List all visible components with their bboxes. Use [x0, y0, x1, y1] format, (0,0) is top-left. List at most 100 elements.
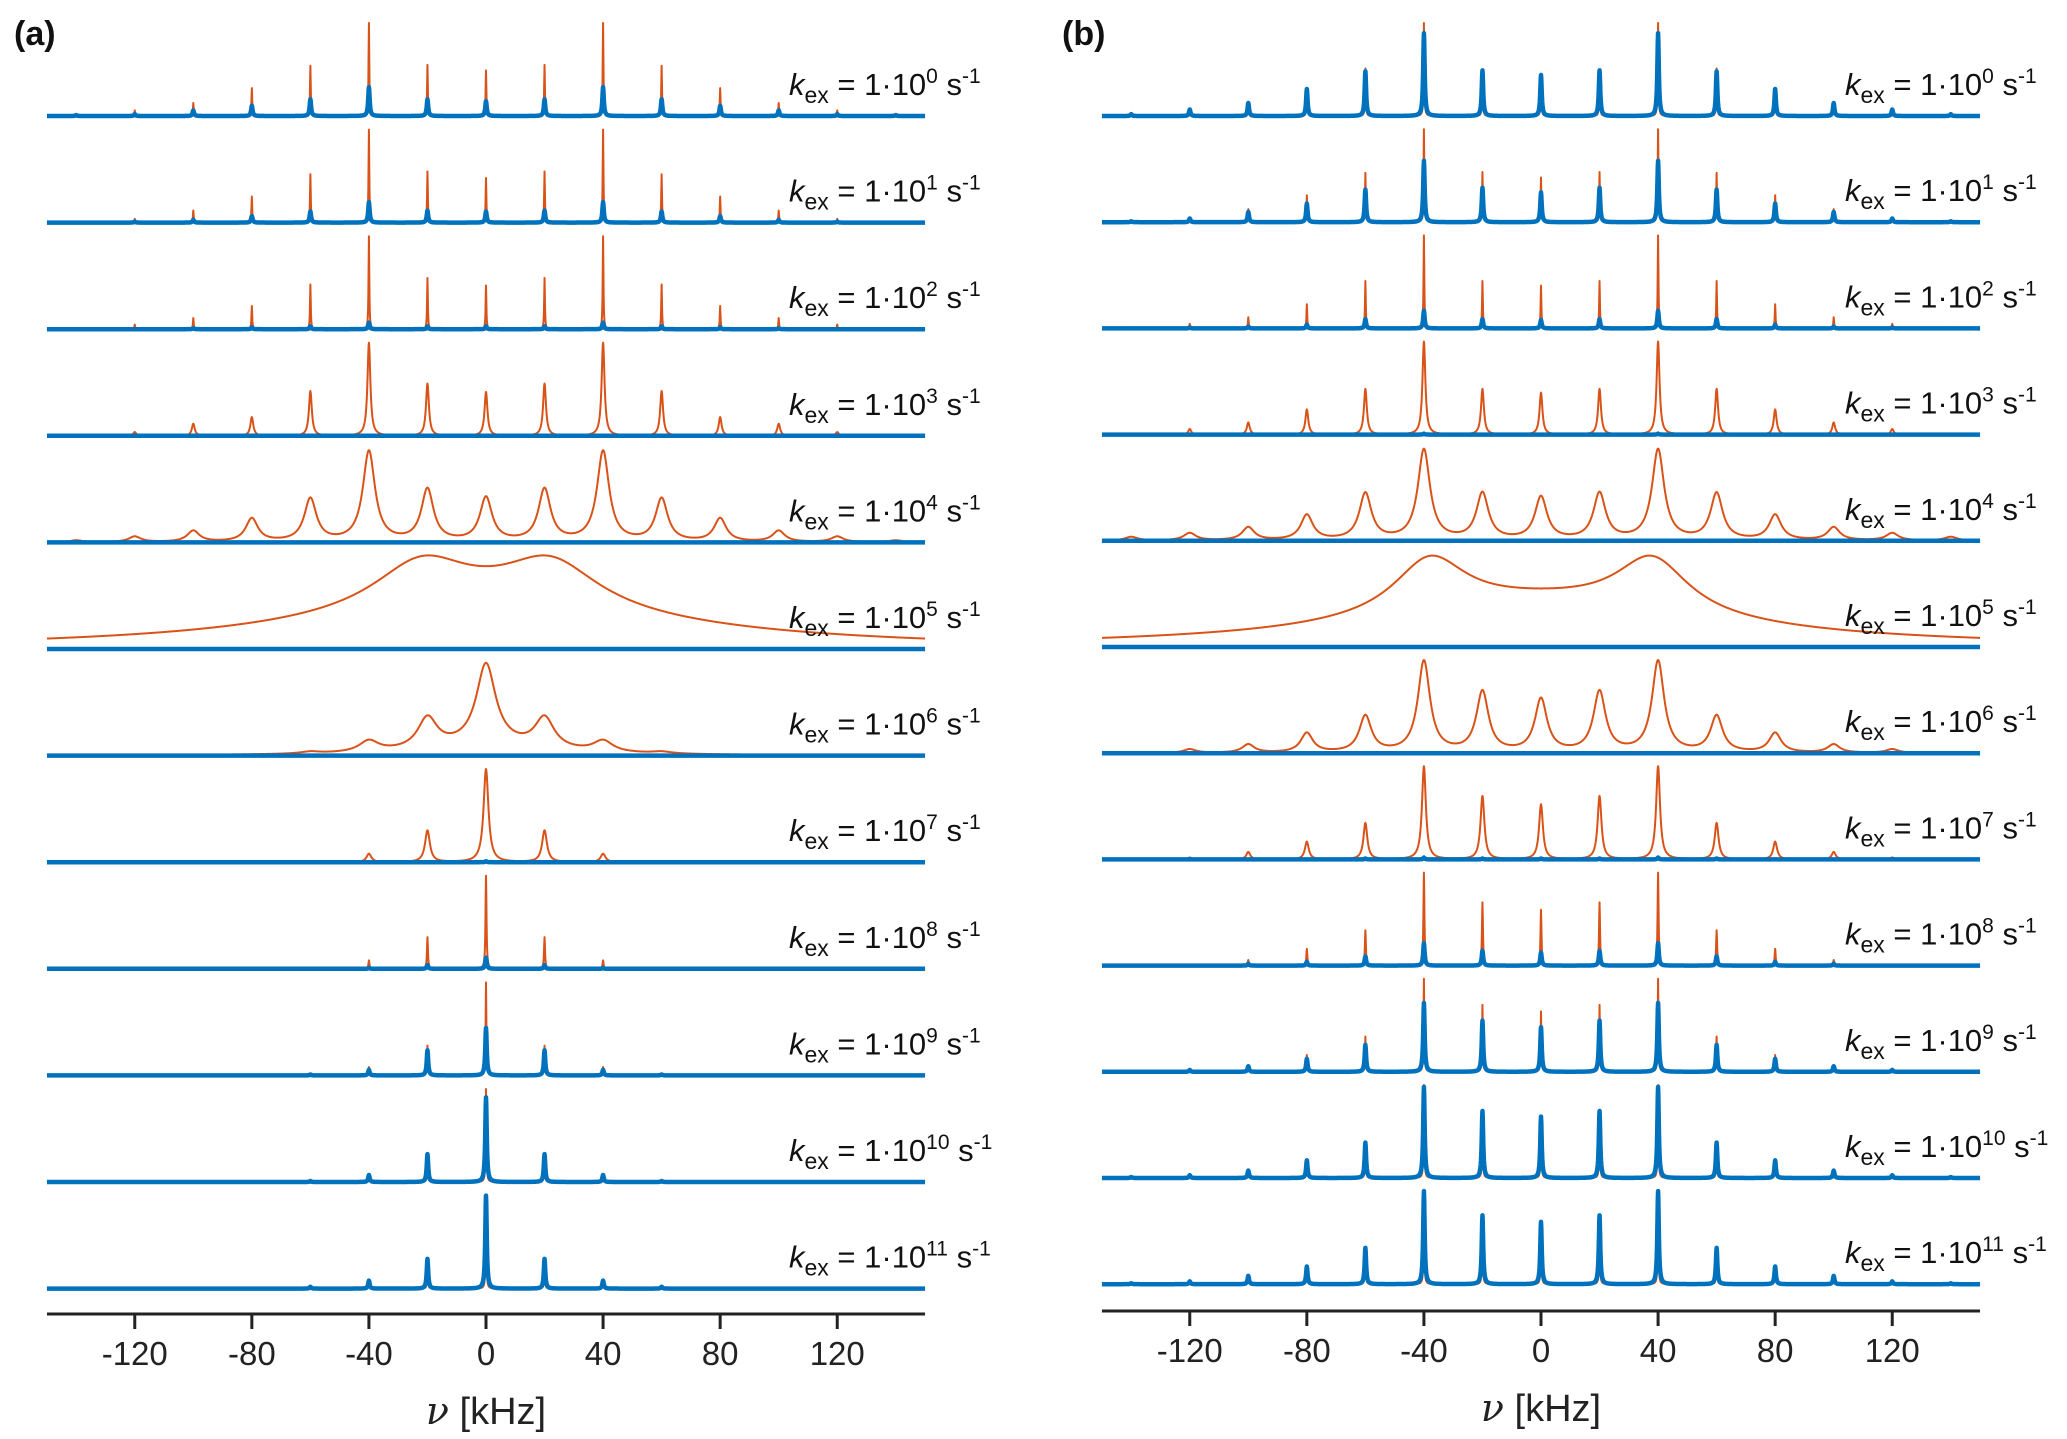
kex-mantissa: = 1·10: [1885, 492, 1982, 527]
kex-label: kex = 1·1010 s-1: [1845, 1127, 2048, 1170]
kex-label: kex = 1·1011 s-1: [789, 1238, 991, 1281]
kex-mantissa: = 1·10: [829, 67, 926, 102]
kex-label: kex = 1·102 s-1: [1845, 277, 2037, 320]
kex-unit: s: [2004, 1235, 2028, 1270]
kex-exponent: 3: [1982, 384, 1994, 407]
kex-unit: s: [1994, 492, 2018, 527]
kex-symbol: k: [1845, 704, 1862, 739]
kex-unit-exponent: -1: [2018, 915, 2037, 938]
x-tick-label: -80: [228, 1335, 276, 1372]
spectrum-trace: kex = 1·100 s-1: [44, 21, 981, 119]
kex-exponent: 0: [926, 65, 938, 88]
blue-spectrum-line: [1099, 855, 1983, 862]
kex-symbol: k: [789, 67, 806, 102]
blue-spectrum-line: [1099, 30, 1983, 119]
kex-exponent: 2: [926, 278, 938, 301]
spectrum-trace: kex = 1·1011 s-1: [44, 1193, 991, 1291]
kex-label: kex = 1·107 s-1: [789, 811, 981, 854]
spectrum-trace: kex = 1·1010 s-1: [44, 1088, 992, 1185]
spectrum-trace: kex = 1·107 s-1: [44, 768, 981, 865]
spectrum-trace: kex = 1·105 s-1: [1099, 554, 2037, 650]
kex-label: kex = 1·108 s-1: [1845, 915, 2037, 958]
x-tick-label: 80: [1757, 1332, 1794, 1369]
kex-unit-exponent: -1: [2018, 702, 2037, 725]
blue-spectrum-line: [1099, 431, 1983, 437]
kex-subscript: ex: [805, 295, 830, 321]
kex-symbol: k: [789, 174, 806, 209]
spectrum-trace: kex = 1·102 s-1: [1099, 234, 2037, 331]
kex-unit-exponent: -1: [962, 1024, 981, 1047]
kex-symbol: k: [1845, 279, 1862, 314]
kex-label: kex = 1·106 s-1: [789, 705, 981, 748]
spectrum-trace: kex = 1·1010 s-1: [1099, 1083, 2048, 1181]
x-tick-label: 120: [1865, 1332, 1920, 1369]
kex-symbol: k: [1845, 1235, 1862, 1270]
kex-subscript: ex: [1861, 932, 1886, 958]
spectrum-trace: kex = 1·106 s-1: [44, 661, 981, 758]
kex-exponent: 11: [926, 1238, 948, 1261]
orange-spectrum-line: [1101, 340, 1981, 436]
kex-subscript: ex: [1861, 188, 1886, 214]
kex-unit: s: [1994, 1023, 2018, 1058]
kex-label: kex = 1·108 s-1: [789, 918, 981, 961]
kex-unit-exponent: -1: [2018, 596, 2037, 619]
kex-symbol: k: [789, 280, 806, 315]
spectrum-trace: kex = 1·101 s-1: [44, 128, 981, 225]
kex-exponent: 2: [1982, 277, 1994, 300]
kex-symbol: k: [1845, 917, 1862, 952]
spectrum-trace: kex = 1·104 s-1: [44, 449, 981, 545]
kex-unit-exponent: -1: [962, 918, 981, 941]
kex-exponent: 10: [926, 1131, 949, 1154]
kex-subscript: ex: [805, 615, 830, 641]
orange-spectrum-line: [46, 449, 926, 544]
x-axis-unit: [kHz]: [1504, 1388, 1601, 1430]
blue-spectrum-line: [44, 199, 928, 225]
kex-unit: s: [938, 67, 962, 102]
x-axis-unit: [kHz]: [449, 1391, 546, 1433]
kex-subscript: ex: [1861, 401, 1886, 427]
kex-symbol: k: [789, 600, 806, 635]
kex-exponent: 1: [926, 172, 938, 195]
spectrum-trace: kex = 1·108 s-1: [1099, 871, 2037, 968]
kex-unit: s: [938, 707, 962, 742]
kex-exponent: 3: [926, 385, 938, 408]
orange-spectrum-line: [1101, 765, 1981, 861]
kex-unit-exponent: -1: [972, 1238, 991, 1261]
blue-spectrum-line: [44, 1095, 928, 1185]
kex-unit-exponent: -1: [962, 598, 981, 621]
spectrum-trace: kex = 1·103 s-1: [44, 341, 981, 439]
kex-label: kex = 1·104 s-1: [1845, 490, 2037, 533]
x-tick-label: 0: [477, 1335, 495, 1372]
kex-exponent: 6: [926, 705, 938, 728]
kex-symbol: k: [1845, 173, 1862, 208]
kex-symbol: k: [1845, 386, 1862, 421]
blue-spectrum-line: [1099, 308, 1983, 331]
kex-mantissa: = 1·10: [829, 707, 926, 742]
kex-unit-exponent: -1: [2018, 384, 2037, 407]
panel-label: (b): [1062, 15, 1105, 53]
spectrum-trace: kex = 1·109 s-1: [44, 981, 981, 1078]
kex-subscript: ex: [1861, 507, 1886, 533]
spectrum-trace: kex = 1·100 s-1: [1099, 21, 2037, 119]
kex-mantissa: = 1·10: [1885, 704, 1982, 739]
kex-unit: s: [938, 387, 962, 422]
kex-unit-exponent: -1: [962, 385, 981, 408]
kex-unit: s: [938, 493, 962, 528]
kex-unit: s: [950, 1133, 974, 1168]
kex-mantissa: = 1·10: [1885, 279, 1982, 314]
kex-unit-exponent: -1: [2028, 1233, 2047, 1256]
kex-unit-exponent: -1: [962, 705, 981, 728]
kex-label: kex = 1·106 s-1: [1845, 702, 2037, 745]
kex-label: kex = 1·1010 s-1: [789, 1131, 992, 1174]
kex-subscript: ex: [805, 82, 830, 108]
kex-unit: s: [1994, 810, 2018, 845]
kex-exponent: 7: [1982, 808, 1994, 831]
kex-mantissa: = 1·10: [1885, 1129, 1982, 1164]
x-tick-label: -120: [1157, 1332, 1223, 1369]
blue-spectrum-line: [1099, 941, 1983, 968]
kex-mantissa: = 1·10: [1885, 810, 1982, 845]
orange-spectrum-line: [1101, 871, 1981, 967]
kex-subscript: ex: [805, 828, 830, 854]
